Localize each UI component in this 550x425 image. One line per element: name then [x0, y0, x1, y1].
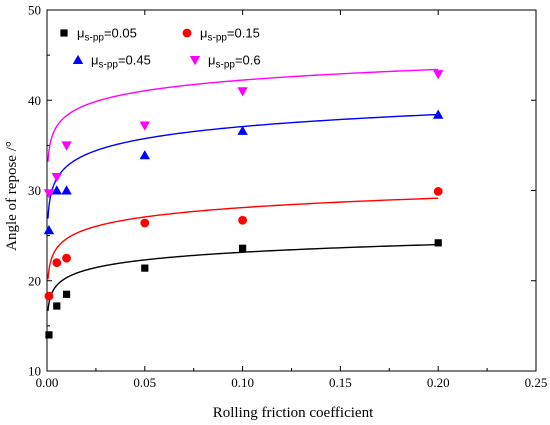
- data-point-series1: [239, 244, 247, 252]
- data-point-series3: [43, 225, 55, 235]
- y-tick-label: 40: [28, 93, 41, 108]
- x-tick-label: 0.20: [427, 375, 450, 390]
- data-point-series2: [44, 291, 54, 301]
- data-point-series3: [237, 125, 248, 135]
- data-point-series2: [52, 258, 62, 268]
- y-axis-label: Angle of repose /°: [4, 141, 20, 251]
- data-point-series1: [141, 264, 149, 272]
- y-axis-ticks: 10 20 30 40 50: [28, 3, 536, 379]
- data-point-series2: [62, 253, 71, 263]
- data-point-series4: [61, 141, 72, 151]
- data-point-series3: [51, 185, 62, 195]
- legend-marker-2: [182, 28, 192, 38]
- x-axis-label: Rolling friction coefficient: [213, 405, 374, 421]
- legend-label-1: μs-pp=0.05: [77, 26, 137, 44]
- data-point-series1: [434, 239, 442, 247]
- legend: μs-pp=0.05 μs-pp=0.15 μs-pp=0.45 μs-pp=0.6: [60, 26, 261, 71]
- legend-label-3: μs-pp=0.45: [91, 53, 151, 71]
- legend-marker-3: [72, 54, 84, 64]
- legend-marker-4: [189, 56, 201, 66]
- data-point-series3: [61, 185, 72, 195]
- data-point-series4: [237, 87, 248, 97]
- x-tick-label: 0.10: [231, 375, 254, 390]
- legend-label-2: μs-pp=0.15: [200, 26, 260, 44]
- data-point-series1: [45, 331, 53, 339]
- y-tick-label: 20: [28, 273, 41, 288]
- data-point-series2: [238, 215, 248, 225]
- x-tick-label: 0.25: [525, 375, 548, 390]
- fit-curve-3: [47, 113, 439, 219]
- data-point-series3: [433, 109, 444, 119]
- y-tick-label: 50: [28, 3, 41, 18]
- x-tick-label: 0.00: [36, 375, 59, 390]
- legend-label-4: μs-pp=0.6: [208, 53, 261, 71]
- fit-curves: [47, 68, 439, 311]
- data-point-series1: [53, 302, 61, 310]
- fit-curve-1: [47, 243, 439, 311]
- data-point-series4: [433, 70, 444, 80]
- data-point-series2: [140, 218, 150, 228]
- data-point-series1: [62, 290, 71, 298]
- data-point-series4: [43, 189, 55, 199]
- data-point-series2: [433, 187, 443, 196]
- data-point-series3: [139, 150, 150, 160]
- data-point-series4: [139, 121, 150, 131]
- y-tick-label: 30: [28, 183, 41, 198]
- data-point-series4: [51, 172, 62, 183]
- x-axis-ticks: 0.00 0.05 0.10 0.15 0.20 0.25: [36, 10, 548, 390]
- data-markers: [43, 70, 444, 339]
- y-tick-label: 10: [28, 364, 41, 379]
- legend-marker-1: [60, 29, 68, 37]
- fit-curve-4: [47, 68, 439, 162]
- x-tick-label: 0.05: [133, 375, 156, 390]
- x-tick-label: 0.15: [329, 375, 352, 390]
- fit-curve-2: [47, 197, 439, 280]
